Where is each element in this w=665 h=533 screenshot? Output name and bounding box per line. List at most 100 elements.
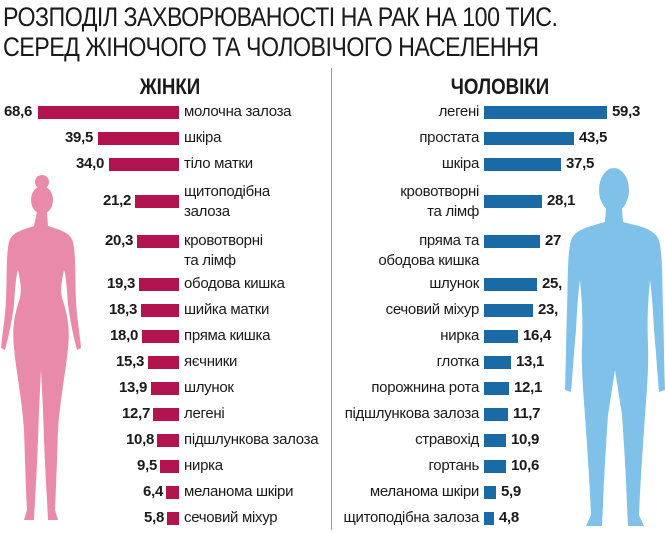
men-bar [484, 132, 574, 145]
women-row: 15,3 яєчники [0, 352, 330, 372]
women-label: пряма кишка [184, 327, 271, 344]
men-bar [484, 195, 542, 208]
men-row: легені 59,3 [335, 102, 665, 122]
men-label: стравохід [415, 431, 479, 448]
men-row: нирка 16,4 [335, 326, 665, 346]
female-silhouette-icon [1, 175, 81, 520]
men-label: меланома шкіри [369, 483, 479, 500]
men-label: нирка [440, 327, 479, 344]
men-bar [484, 304, 533, 317]
women-label: шкіра [184, 129, 222, 146]
center-divider [331, 68, 332, 530]
women-value: 10,8 [126, 431, 154, 448]
women-label-line1: щитоподібна [184, 183, 270, 200]
women-value: 12,7 [122, 405, 150, 422]
men-label-line1: пряма та [419, 232, 479, 249]
women-bar [135, 195, 179, 208]
men-label: глотка [436, 353, 480, 370]
women-value: 5,8 [144, 509, 164, 526]
men-label-line2: та лімф [427, 203, 479, 220]
men-row: пряма та ободова кишка 27 [335, 231, 665, 271]
chart-title: РОЗПОДІЛ ЗАХВОРЮВАНОСТІ НА РАК НА 100 ТИ… [3, 2, 571, 62]
men-row: щитоподібна залоза 4,8 [335, 508, 665, 528]
women-heading: ЖІНКИ [139, 74, 201, 99]
men-value: 10,9 [511, 431, 539, 448]
men-label: порожнина рота [371, 379, 479, 396]
women-label: молочна залоза [184, 103, 292, 120]
men-label: шлунок [429, 275, 479, 292]
men-bar [484, 158, 561, 171]
men-row: кровотворні та лімф 28,1 [335, 182, 665, 222]
men-label-line2: ободова кишка [378, 252, 479, 269]
women-label: тіло матки [184, 155, 253, 172]
women-label: ободова кишка [184, 275, 285, 292]
men-row: шкіра 37,5 [335, 154, 665, 174]
women-bar [167, 512, 179, 525]
men-label-line1: кровотворні [400, 183, 479, 200]
men-label: щитоподібна залоза [343, 509, 479, 526]
men-value: 12,1 [514, 379, 542, 396]
women-bar [148, 356, 179, 369]
men-value: 27 [545, 232, 562, 249]
men-bar [484, 486, 496, 499]
women-row: 9,5 нирка [0, 456, 330, 476]
men-bar [484, 460, 506, 473]
women-bar [139, 278, 179, 291]
men-value: 11,7 [513, 405, 541, 422]
men-bar [484, 356, 511, 369]
men-value: 28,1 [547, 192, 575, 209]
women-bar [151, 382, 179, 395]
men-row: гортань 10,6 [335, 456, 665, 476]
women-row: 68,6 молочна залоза [0, 102, 330, 122]
men-value: 59,3 [612, 103, 640, 120]
women-value: 9,5 [137, 457, 157, 474]
women-bar [98, 132, 179, 145]
women-bar [153, 408, 179, 421]
men-bar [484, 278, 537, 291]
men-label: гортань [428, 457, 479, 474]
women-value: 15,3 [116, 353, 144, 370]
women-label-line1: кровотворні [184, 232, 263, 249]
men-label: шкіра [441, 155, 479, 172]
men-value: 16,4 [523, 327, 551, 344]
women-label: меланома шкіри [184, 483, 294, 500]
women-row: 6,4 меланома шкіри [0, 482, 330, 502]
men-bar [484, 330, 518, 343]
men-row: стравохід 10,9 [335, 430, 665, 450]
men-row: порожнина рота 12,1 [335, 378, 665, 398]
men-bar [484, 408, 508, 421]
women-bar [141, 304, 179, 317]
women-bar [157, 434, 179, 447]
women-row: 19,3 ободова кишка [0, 274, 330, 294]
women-label-line2: залоза [184, 203, 230, 220]
men-bar [484, 434, 506, 447]
women-bar [160, 460, 179, 473]
women-row: 13,9 шлунок [0, 378, 330, 398]
women-row: 18,0 пряма кишка [0, 326, 330, 346]
women-value: 20,3 [105, 232, 133, 249]
women-bar [166, 486, 179, 499]
men-row: підшлункова залоза 11,7 [335, 404, 665, 424]
women-row: 21,2 щитоподібна залоза [0, 182, 330, 222]
women-bar [137, 235, 179, 248]
women-row: 39,5 шкіра [0, 128, 330, 148]
women-row: 20,3 кровотворні та лімф [0, 231, 330, 271]
women-value: 39,5 [65, 129, 93, 146]
men-row: меланома шкіри 5,9 [335, 482, 665, 502]
men-value: 25, [542, 275, 562, 292]
title-line-2: СЕРЕД ЖІНОЧОГО ТА ЧОЛОВІЧОГО НАСЕЛЕННЯ [3, 32, 539, 62]
men-value: 10,6 [511, 457, 539, 474]
men-bar [484, 382, 509, 395]
men-row: шлунок 25, [335, 274, 665, 294]
women-value: 19,3 [107, 275, 135, 292]
men-value: 23, [538, 301, 558, 318]
men-row: глотка 13,1 [335, 352, 665, 372]
women-value: 13,9 [119, 379, 147, 396]
men-label: сечовий міхур [385, 301, 480, 318]
women-label: яєчники [184, 353, 238, 370]
women-row: 5,8 сечовий міхур [0, 508, 330, 528]
women-value: 18,0 [110, 327, 138, 344]
men-row: простата 43,5 [335, 128, 665, 148]
women-value: 21,2 [103, 192, 131, 209]
women-value: 34,0 [76, 155, 104, 172]
